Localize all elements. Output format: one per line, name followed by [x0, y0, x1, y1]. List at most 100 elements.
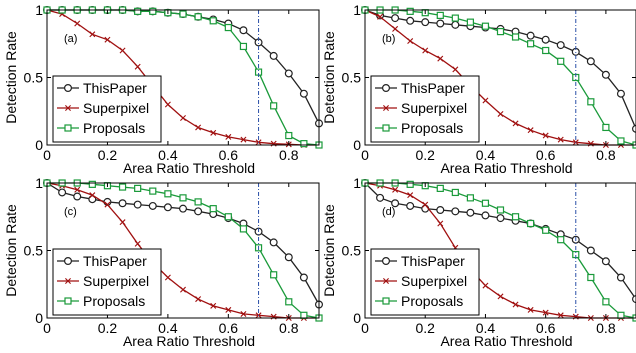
data-point-proposals: [209, 205, 217, 213]
x-tick-label: 0.8: [596, 147, 616, 163]
legend-entry-superpixel: Superpixel: [375, 273, 467, 289]
data-point-proposals: [436, 11, 444, 19]
data-point-superpixel: [134, 63, 141, 70]
data-point-proposals: [496, 206, 505, 214]
legend-entry-superpixel: Superpixel: [57, 100, 149, 116]
legend-label: ThisPaper: [401, 253, 465, 269]
data-point-thispaper: [556, 41, 565, 50]
data-point-proposals: [527, 219, 535, 228]
legend-label: ThisPaper: [83, 80, 147, 96]
legend-label: Proposals: [401, 120, 463, 136]
data-point-proposals: [481, 22, 490, 30]
data-point-thispaper: [451, 20, 460, 29]
y-tick-label: 1: [35, 2, 43, 18]
data-point-thispaper: [194, 207, 203, 216]
data-point-proposals: [527, 40, 535, 48]
y-tick-label: 0.5: [24, 243, 44, 259]
legend-swatch-marker: [63, 83, 72, 92]
data-point-proposals: [179, 10, 187, 18]
data-point-thispaper: [632, 295, 636, 304]
data-point-proposals: [300, 140, 308, 148]
data-point-superpixel: [377, 13, 384, 20]
legend-swatch-marker: [382, 257, 391, 266]
x-tick-label: 0.2: [415, 320, 435, 336]
data-point-superpixel: [89, 192, 96, 199]
y-tick-label: 0.5: [342, 243, 362, 259]
x-tick-label: 0.4: [158, 147, 178, 163]
legend-swatch-marker: [382, 83, 391, 92]
data-point-thispaper: [586, 246, 595, 255]
data-point-thispaper: [616, 273, 625, 282]
x-axis-label: Area Ratio Threshold: [123, 160, 255, 176]
data-point-superpixel: [407, 38, 414, 45]
data-point-superpixel: [512, 301, 519, 308]
data-point-proposals: [134, 184, 142, 192]
data-point-superpixel: [210, 129, 217, 136]
data-point-superpixel: [422, 47, 429, 54]
data-point-superpixel: [542, 309, 549, 316]
data-point-proposals: [466, 194, 474, 202]
legend-label: Proposals: [83, 293, 145, 309]
x-tick-label: 0.8: [596, 320, 616, 336]
data-point-proposals: [239, 42, 248, 51]
data-point-thispaper: [601, 70, 610, 79]
data-point-superpixel: [225, 133, 232, 140]
data-point-proposals: [451, 188, 459, 197]
data-point-proposals: [285, 298, 293, 306]
legend-label: Proposals: [401, 293, 463, 309]
data-point-proposals: [602, 298, 610, 306]
data-point-thispaper: [163, 203, 172, 212]
data-point-proposals: [511, 213, 520, 221]
legend-label: Superpixel: [83, 100, 149, 116]
data-point-proposals: [481, 199, 490, 207]
legend-swatch-marker: [63, 257, 72, 266]
data-point-thispaper: [73, 192, 82, 201]
data-point-superpixel: [437, 220, 444, 227]
data-point-superpixel: [180, 286, 186, 293]
data-point-superpixel: [134, 240, 141, 247]
data-point-superpixel: [557, 136, 564, 143]
x-axis-label: Area Ratio Threshold: [440, 160, 572, 176]
data-point-proposals: [466, 18, 474, 26]
data-point-superpixel: [240, 136, 247, 143]
y-axis-label: Detection Rate: [3, 204, 19, 297]
data-point-proposals: [270, 102, 278, 110]
data-point-proposals: [224, 23, 232, 32]
x-tick-label: 0.2: [415, 147, 435, 163]
data-point-proposals: [542, 226, 550, 234]
x-axis-label: Area Ratio Threshold: [123, 333, 255, 349]
data-point-superpixel: [482, 282, 489, 289]
data-point-thispaper: [451, 207, 460, 216]
data-point-thispaper: [299, 273, 308, 282]
legend-swatch-marker: [383, 105, 389, 111]
data-point-proposals: [587, 273, 595, 282]
data-point-superpixel: [164, 274, 171, 281]
x-tick-label: 0: [43, 147, 51, 163]
y-axis-label: Detection Rate: [3, 31, 19, 124]
data-point-thispaper: [391, 199, 400, 208]
legend-label: Superpixel: [83, 273, 149, 289]
legend-entry-thispaper: ThisPaper: [57, 80, 147, 96]
data-point-superpixel: [104, 201, 111, 208]
x-tick-label: 0.8: [279, 320, 299, 336]
y-tick-label: 1: [353, 175, 361, 191]
x-tick-label: 0.6: [536, 147, 556, 163]
data-point-superpixel: [482, 97, 489, 104]
data-point-thispaper: [496, 214, 505, 223]
data-point-superpixel: [557, 312, 564, 319]
data-point-proposals: [164, 190, 172, 198]
data-point-thispaper: [466, 208, 475, 217]
data-point-proposals: [194, 198, 202, 206]
data-point-proposals: [224, 213, 232, 221]
y-tick-label: 1: [35, 175, 43, 191]
y-tick-label: 0: [353, 310, 361, 326]
data-point-thispaper: [436, 19, 445, 28]
x-tick-label: 0: [43, 320, 51, 336]
data-point-proposals: [451, 14, 459, 22]
data-point-proposals: [118, 183, 127, 191]
data-point-thispaper: [526, 31, 535, 40]
legend-swatch-marker: [383, 278, 389, 284]
y-tick-label: 0.5: [24, 70, 44, 86]
data-point-thispaper: [541, 35, 550, 44]
data-point-superpixel: [225, 306, 232, 313]
